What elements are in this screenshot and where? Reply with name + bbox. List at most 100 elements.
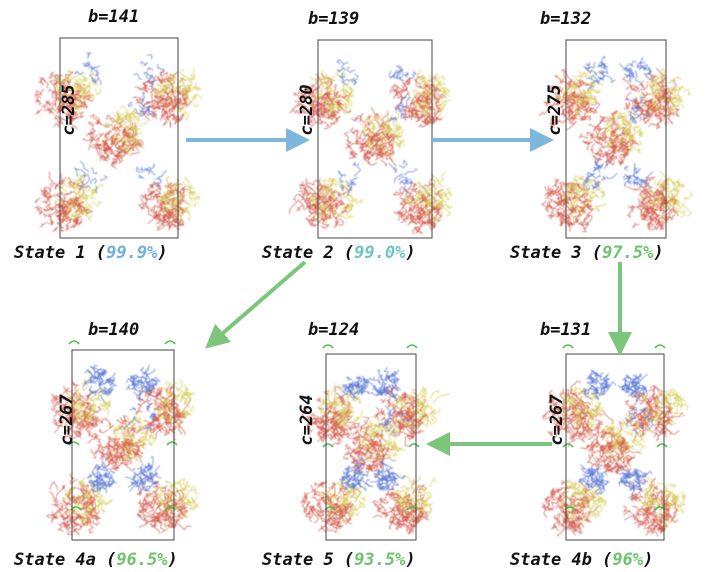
red-domain-strand	[142, 84, 148, 93]
yellow-domain-strand	[352, 416, 359, 422]
red-domain-strand	[137, 406, 143, 413]
yellow-domain-strand	[363, 116, 371, 122]
red-domain-strand	[348, 156, 357, 160]
yellow-domain-strand	[82, 73, 89, 82]
red-domain-strand	[335, 201, 339, 208]
blue-domain	[135, 163, 168, 190]
red-domain-strand	[667, 215, 676, 221]
yellow-domain-strand	[589, 90, 592, 97]
yellow-domain-strand	[331, 181, 337, 188]
red-domain-strand	[155, 186, 161, 195]
yellow-domain-strand	[188, 190, 194, 203]
blue-domain-strand	[399, 179, 405, 185]
red-domain-strand	[166, 220, 176, 226]
yellow-domain-strand	[85, 185, 92, 192]
yellow-domain-strand	[94, 88, 102, 96]
blue-domain-strand	[400, 112, 408, 120]
molecule-top-left	[288, 59, 359, 129]
red-domain-strand	[71, 93, 79, 101]
red-domain-strand	[40, 76, 47, 83]
yellow-domain-strand	[86, 82, 91, 88]
red-domain	[53, 197, 93, 232]
yellow-domain-strand	[422, 77, 427, 83]
yellow-domain-strand	[76, 190, 86, 200]
blue-domain	[388, 65, 417, 82]
red-domain-strand	[154, 93, 162, 100]
red-domain-strand	[379, 121, 387, 128]
blue-domain	[337, 161, 362, 196]
red-domain-strand	[545, 101, 552, 107]
red-domain-strand	[115, 154, 124, 163]
red-domain-strand	[48, 71, 55, 80]
red-domain-strand	[118, 144, 123, 151]
red-domain-strand	[311, 497, 321, 502]
blue-domain-strand	[336, 59, 344, 65]
yellow-domain-strand	[584, 65, 597, 77]
red-domain-strand	[304, 199, 310, 203]
red-domain-strand	[42, 213, 53, 218]
red-domain-strand	[83, 209, 93, 214]
red-domain-strand	[61, 116, 72, 122]
yellow-domain-strand	[389, 145, 396, 150]
yellow-domain-strand	[588, 87, 602, 93]
yellow-domain-strand	[395, 136, 406, 147]
red-domain-strand	[591, 148, 599, 155]
yellow-domain-strand	[433, 175, 444, 188]
blue-domain-strand	[350, 79, 358, 86]
red-domain-strand	[302, 104, 308, 115]
molecule-bottom-right	[622, 162, 693, 231]
yellow-domain-strand	[189, 185, 195, 191]
red-domain-strand	[311, 100, 321, 107]
yellow-domain-strand	[181, 105, 187, 109]
red-domain-strand	[168, 99, 182, 106]
yellow-domain-strand	[385, 113, 390, 120]
yellow-domain-strand	[412, 475, 422, 484]
yellow-domain-strand	[188, 197, 198, 202]
blue-domain-strand	[347, 186, 353, 196]
yellow-domain-strand	[184, 384, 190, 390]
yellow-domain-strand	[427, 185, 438, 191]
red-domain-strand	[580, 103, 587, 109]
red-domain-strand	[54, 192, 63, 199]
red-domain-strand	[411, 220, 417, 225]
red-domain-strand	[291, 108, 305, 114]
yellow-domain-strand	[163, 183, 172, 190]
red-domain-strand	[169, 224, 173, 230]
yellow-domain-strand	[189, 489, 200, 495]
panel-state2	[288, 39, 453, 239]
yellow-domain-strand	[594, 404, 602, 411]
red-domain-strand	[385, 133, 393, 139]
blue-domain-strand	[141, 167, 149, 173]
yellow-domain-strand	[387, 125, 396, 133]
blue-domain-strand	[94, 71, 100, 78]
red-domain-strand	[68, 95, 76, 102]
blue-domain-strand	[402, 179, 409, 185]
yellow-domain-strand	[139, 120, 148, 128]
red-domain-strand	[359, 112, 364, 123]
red-domain-strand	[163, 193, 170, 199]
yellow-domain-strand	[59, 199, 74, 207]
red-domain-strand	[359, 142, 370, 153]
red-domain-strand	[293, 193, 302, 202]
blue-domain-strand	[145, 105, 156, 115]
yellow-domain-strand	[348, 92, 355, 98]
red-domain-strand	[430, 88, 439, 100]
red-domain-strand	[34, 88, 45, 98]
red-domain-strand	[167, 71, 178, 81]
yellow-domain-strand	[391, 451, 398, 459]
blue-domain-strand	[590, 74, 600, 83]
red-domain-strand	[572, 121, 578, 125]
red-domain-strand	[299, 498, 307, 510]
red-domain-strand	[351, 428, 359, 436]
red-domain-strand	[392, 83, 406, 92]
red-domain-strand	[169, 209, 175, 221]
yellow-domain-strand	[83, 185, 88, 196]
yellow-domain-strand	[153, 95, 165, 105]
yellow-domain-strand	[323, 187, 332, 191]
red-domain-strand	[324, 202, 332, 212]
red-domain-strand	[99, 142, 107, 158]
yellow-domain-strand	[130, 128, 142, 131]
yellow-domain-strand	[414, 199, 424, 211]
molecule-top-left	[538, 55, 616, 131]
red-domain-strand	[75, 203, 83, 214]
